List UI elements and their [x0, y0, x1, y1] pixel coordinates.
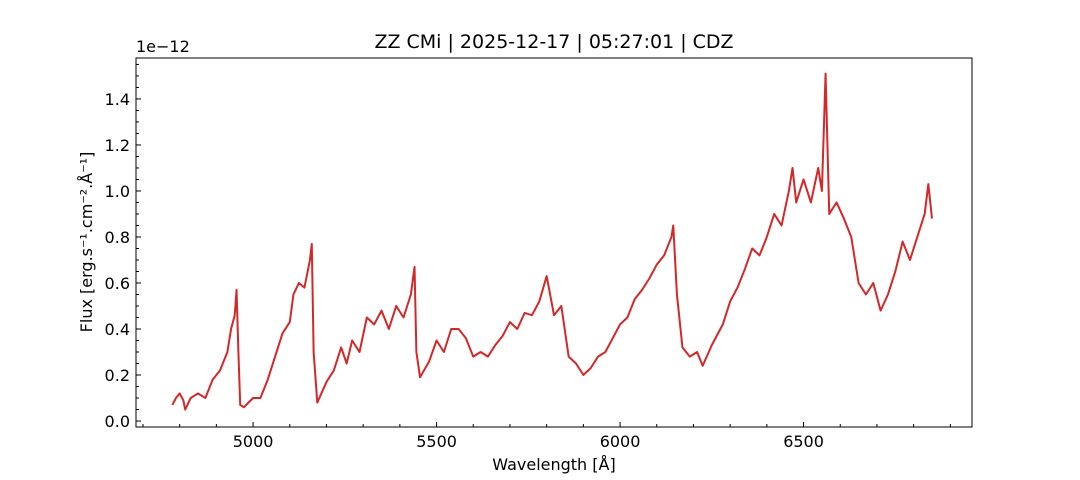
offset-label: 1e−12 — [136, 37, 190, 56]
chart-title: ZZ CMi | 2025-12-17 | 05:27:01 | CDZ — [374, 31, 733, 53]
y-tick-label: 1.2 — [105, 136, 130, 155]
plot-frame — [135, 57, 973, 428]
x-tick-label: 6000 — [600, 432, 641, 451]
y-axis-label: Flux [erg.s⁻¹.cm⁻².Å⁻¹] — [77, 152, 96, 333]
x-tick-label: 5500 — [416, 432, 457, 451]
y-tick-label: 0.6 — [105, 274, 130, 293]
x-tick-label: 5000 — [233, 432, 274, 451]
y-tick-label: 0.4 — [105, 320, 130, 339]
x-tick-label: 6500 — [783, 432, 824, 451]
y-tick-label: 1.0 — [105, 182, 130, 201]
y-tick-label: 0.8 — [105, 228, 130, 247]
spectrum-line — [171, 72, 933, 411]
y-tick-label: 0.2 — [105, 366, 130, 385]
y-tick-label: 1.4 — [105, 90, 130, 109]
x-axis-label: Wavelength [Å] — [492, 455, 615, 474]
y-tick-label: 0.0 — [105, 412, 130, 431]
